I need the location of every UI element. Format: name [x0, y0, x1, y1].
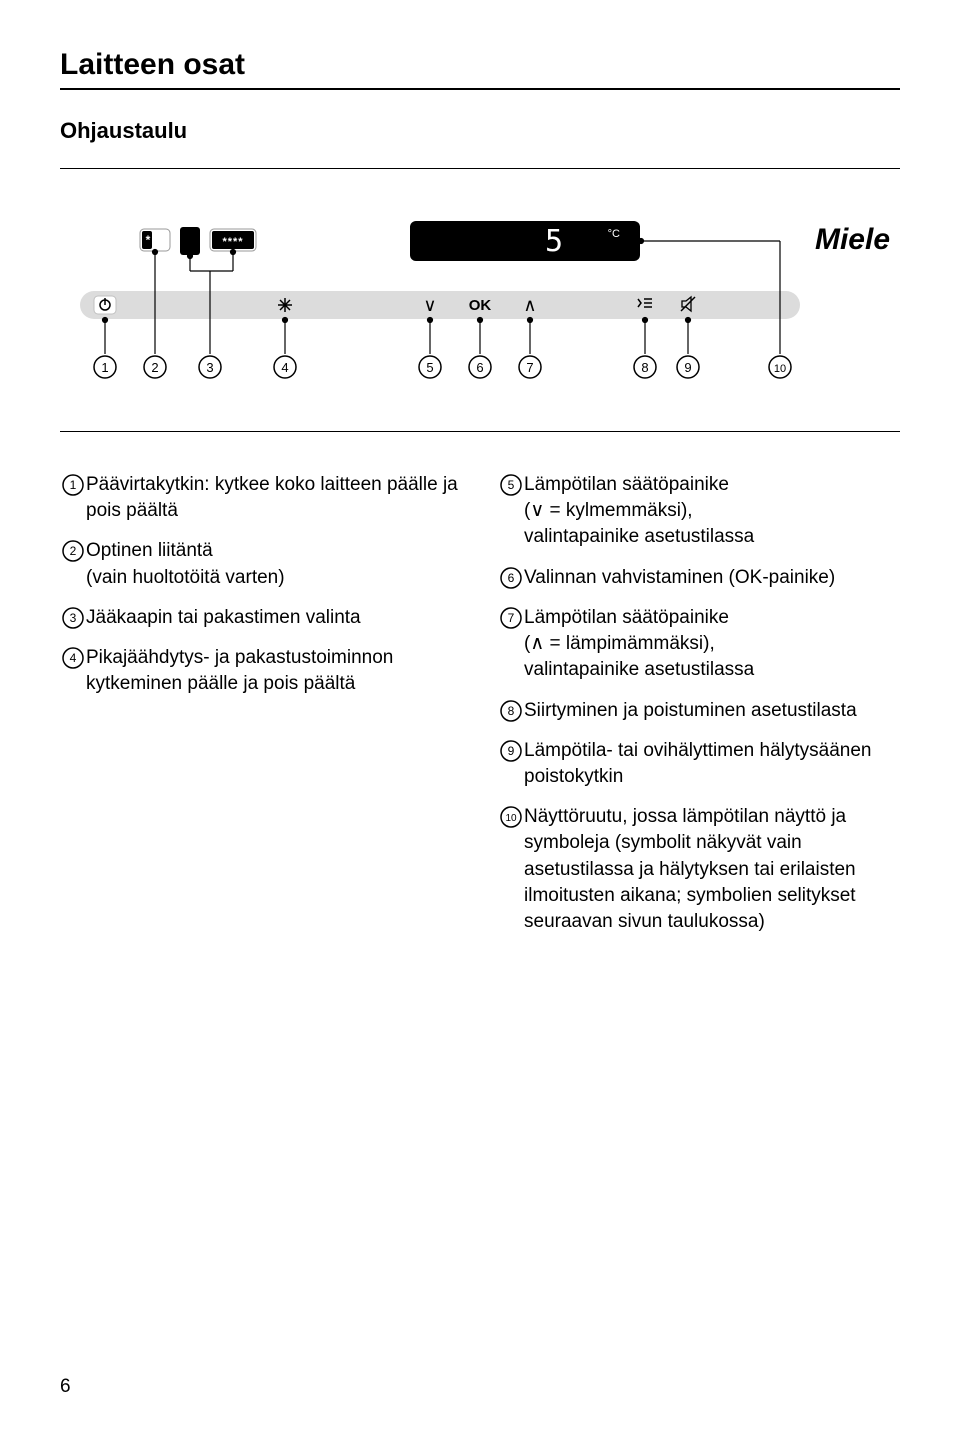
- svg-text:7: 7: [526, 360, 533, 375]
- svg-text:10: 10: [505, 813, 517, 824]
- callout-numbers: 1 2 3 4 5 6 7 8 9 10: [94, 356, 791, 378]
- legend-text: Optinen liitäntä (vain huoltotöitä varte…: [86, 538, 462, 590]
- legend-number-icon: 5: [498, 474, 524, 496]
- svg-text:8: 8: [508, 704, 515, 718]
- legend-number-icon: 4: [60, 647, 86, 669]
- legend-text: Päävirtakytkin: kytkee koko laitteen pää…: [86, 472, 462, 524]
- svg-text:4: 4: [281, 360, 288, 375]
- legend-item: 1 Päävirtakytkin: kytkee koko laitteen p…: [60, 472, 462, 524]
- ok-label: OK: [469, 297, 492, 314]
- svg-text:9: 9: [684, 360, 691, 375]
- control-panel-diagram: * **** 5 °C Miele ∨ OK ∧: [60, 168, 900, 432]
- title-rule: [60, 88, 900, 90]
- freezer-stars-indicator: ****: [210, 229, 256, 251]
- svg-text:6: 6: [508, 571, 515, 585]
- svg-text:°C: °C: [608, 228, 620, 240]
- svg-text:2: 2: [151, 360, 158, 375]
- chevron-up-icon: ∧: [523, 295, 536, 315]
- freezer-indicator: [180, 227, 200, 255]
- svg-text:2: 2: [70, 544, 77, 558]
- legend-item: 4 Pikajäähdytys- ja pakastustoiminnon ky…: [60, 645, 462, 697]
- svg-text:7: 7: [508, 611, 515, 625]
- legend-text: Näyttöruutu, jossa lämpötilan näyttö ja …: [524, 804, 900, 935]
- svg-text:3: 3: [70, 611, 77, 625]
- svg-text:5: 5: [426, 360, 433, 375]
- legend-text: Siirtyminen ja poistuminen asetustilasta: [524, 698, 900, 724]
- svg-text:5: 5: [508, 478, 515, 492]
- temperature-display: 5 °C: [410, 221, 640, 261]
- svg-text:4: 4: [70, 651, 77, 665]
- svg-text:9: 9: [508, 744, 515, 758]
- legend-item: 6 Valinnan vahvistaminen (OK-painike): [498, 565, 900, 591]
- legend-item: 2 Optinen liitäntä (vain huoltotöitä var…: [60, 538, 462, 590]
- legend-text: Pikajäähdytys- ja pakastustoiminnon kytk…: [86, 645, 462, 697]
- svg-text:1: 1: [101, 360, 108, 375]
- control-panel-svg: * **** 5 °C Miele ∨ OK ∧: [60, 179, 900, 409]
- power-button: [94, 296, 116, 314]
- svg-text:1: 1: [70, 478, 77, 492]
- legend-item: 8 Siirtyminen ja poistuminen asetustilas…: [498, 698, 900, 724]
- legend-number-icon: 10: [498, 806, 524, 828]
- legend-text: Lämpötila- tai ovihälyttimen hälytysääne…: [524, 738, 900, 790]
- legend-text: Jääkaapin tai pakastimen valinta: [86, 605, 462, 631]
- subtitle: Ohjaustaulu: [60, 118, 900, 144]
- legend-number-icon: 9: [498, 740, 524, 762]
- legend-number-icon: 6: [498, 567, 524, 589]
- snowflake-icon: [278, 298, 292, 312]
- svg-text:8: 8: [641, 360, 648, 375]
- page-title: Laitteen osat: [60, 48, 900, 82]
- svg-text:*: *: [146, 233, 151, 247]
- legend-item: 10 Näyttöruutu, jossa lämpötilan näyttö …: [498, 804, 900, 935]
- legend-text: Lämpötilan säätöpainike (∧ = lämpimämmäk…: [524, 605, 900, 684]
- legend-item: 5 Lämpötilan säätöpainike (∨ = kylmemmäk…: [498, 472, 900, 551]
- brand-logo: Miele: [815, 223, 890, 256]
- button-bar: [80, 291, 800, 319]
- right-column: 5 Lämpötilan säätöpainike (∨ = kylmemmäk…: [498, 472, 900, 949]
- svg-text:3: 3: [206, 360, 213, 375]
- fridge-indicator: *: [140, 229, 170, 251]
- legend-number-icon: 3: [60, 607, 86, 629]
- legend-text: Lämpötilan säätöpainike (∨ = kylmemmäksi…: [524, 472, 900, 551]
- page-number: 6: [60, 1376, 71, 1398]
- legend-number-icon: 7: [498, 607, 524, 629]
- svg-text:****: ****: [222, 236, 243, 248]
- chevron-down-icon: ∨: [423, 295, 436, 315]
- legend-text: Valinnan vahvistaminen (OK-painike): [524, 565, 900, 591]
- left-column: 1 Päävirtakytkin: kytkee koko laitteen p…: [60, 472, 462, 949]
- svg-text:10: 10: [774, 363, 786, 375]
- svg-text:5: 5: [545, 224, 563, 259]
- svg-text:6: 6: [476, 360, 483, 375]
- legend-item: 9 Lämpötila- tai ovihälyttimen hälytysää…: [498, 738, 900, 790]
- legend-item: 7 Lämpötilan säätöpainike (∧ = lämpimämm…: [498, 605, 900, 684]
- legend-columns: 1 Päävirtakytkin: kytkee koko laitteen p…: [60, 472, 900, 949]
- legend-item: 3 Jääkaapin tai pakastimen valinta: [60, 605, 462, 631]
- legend-number-icon: 8: [498, 700, 524, 722]
- legend-number-icon: 2: [60, 540, 86, 562]
- legend-number-icon: 1: [60, 474, 86, 496]
